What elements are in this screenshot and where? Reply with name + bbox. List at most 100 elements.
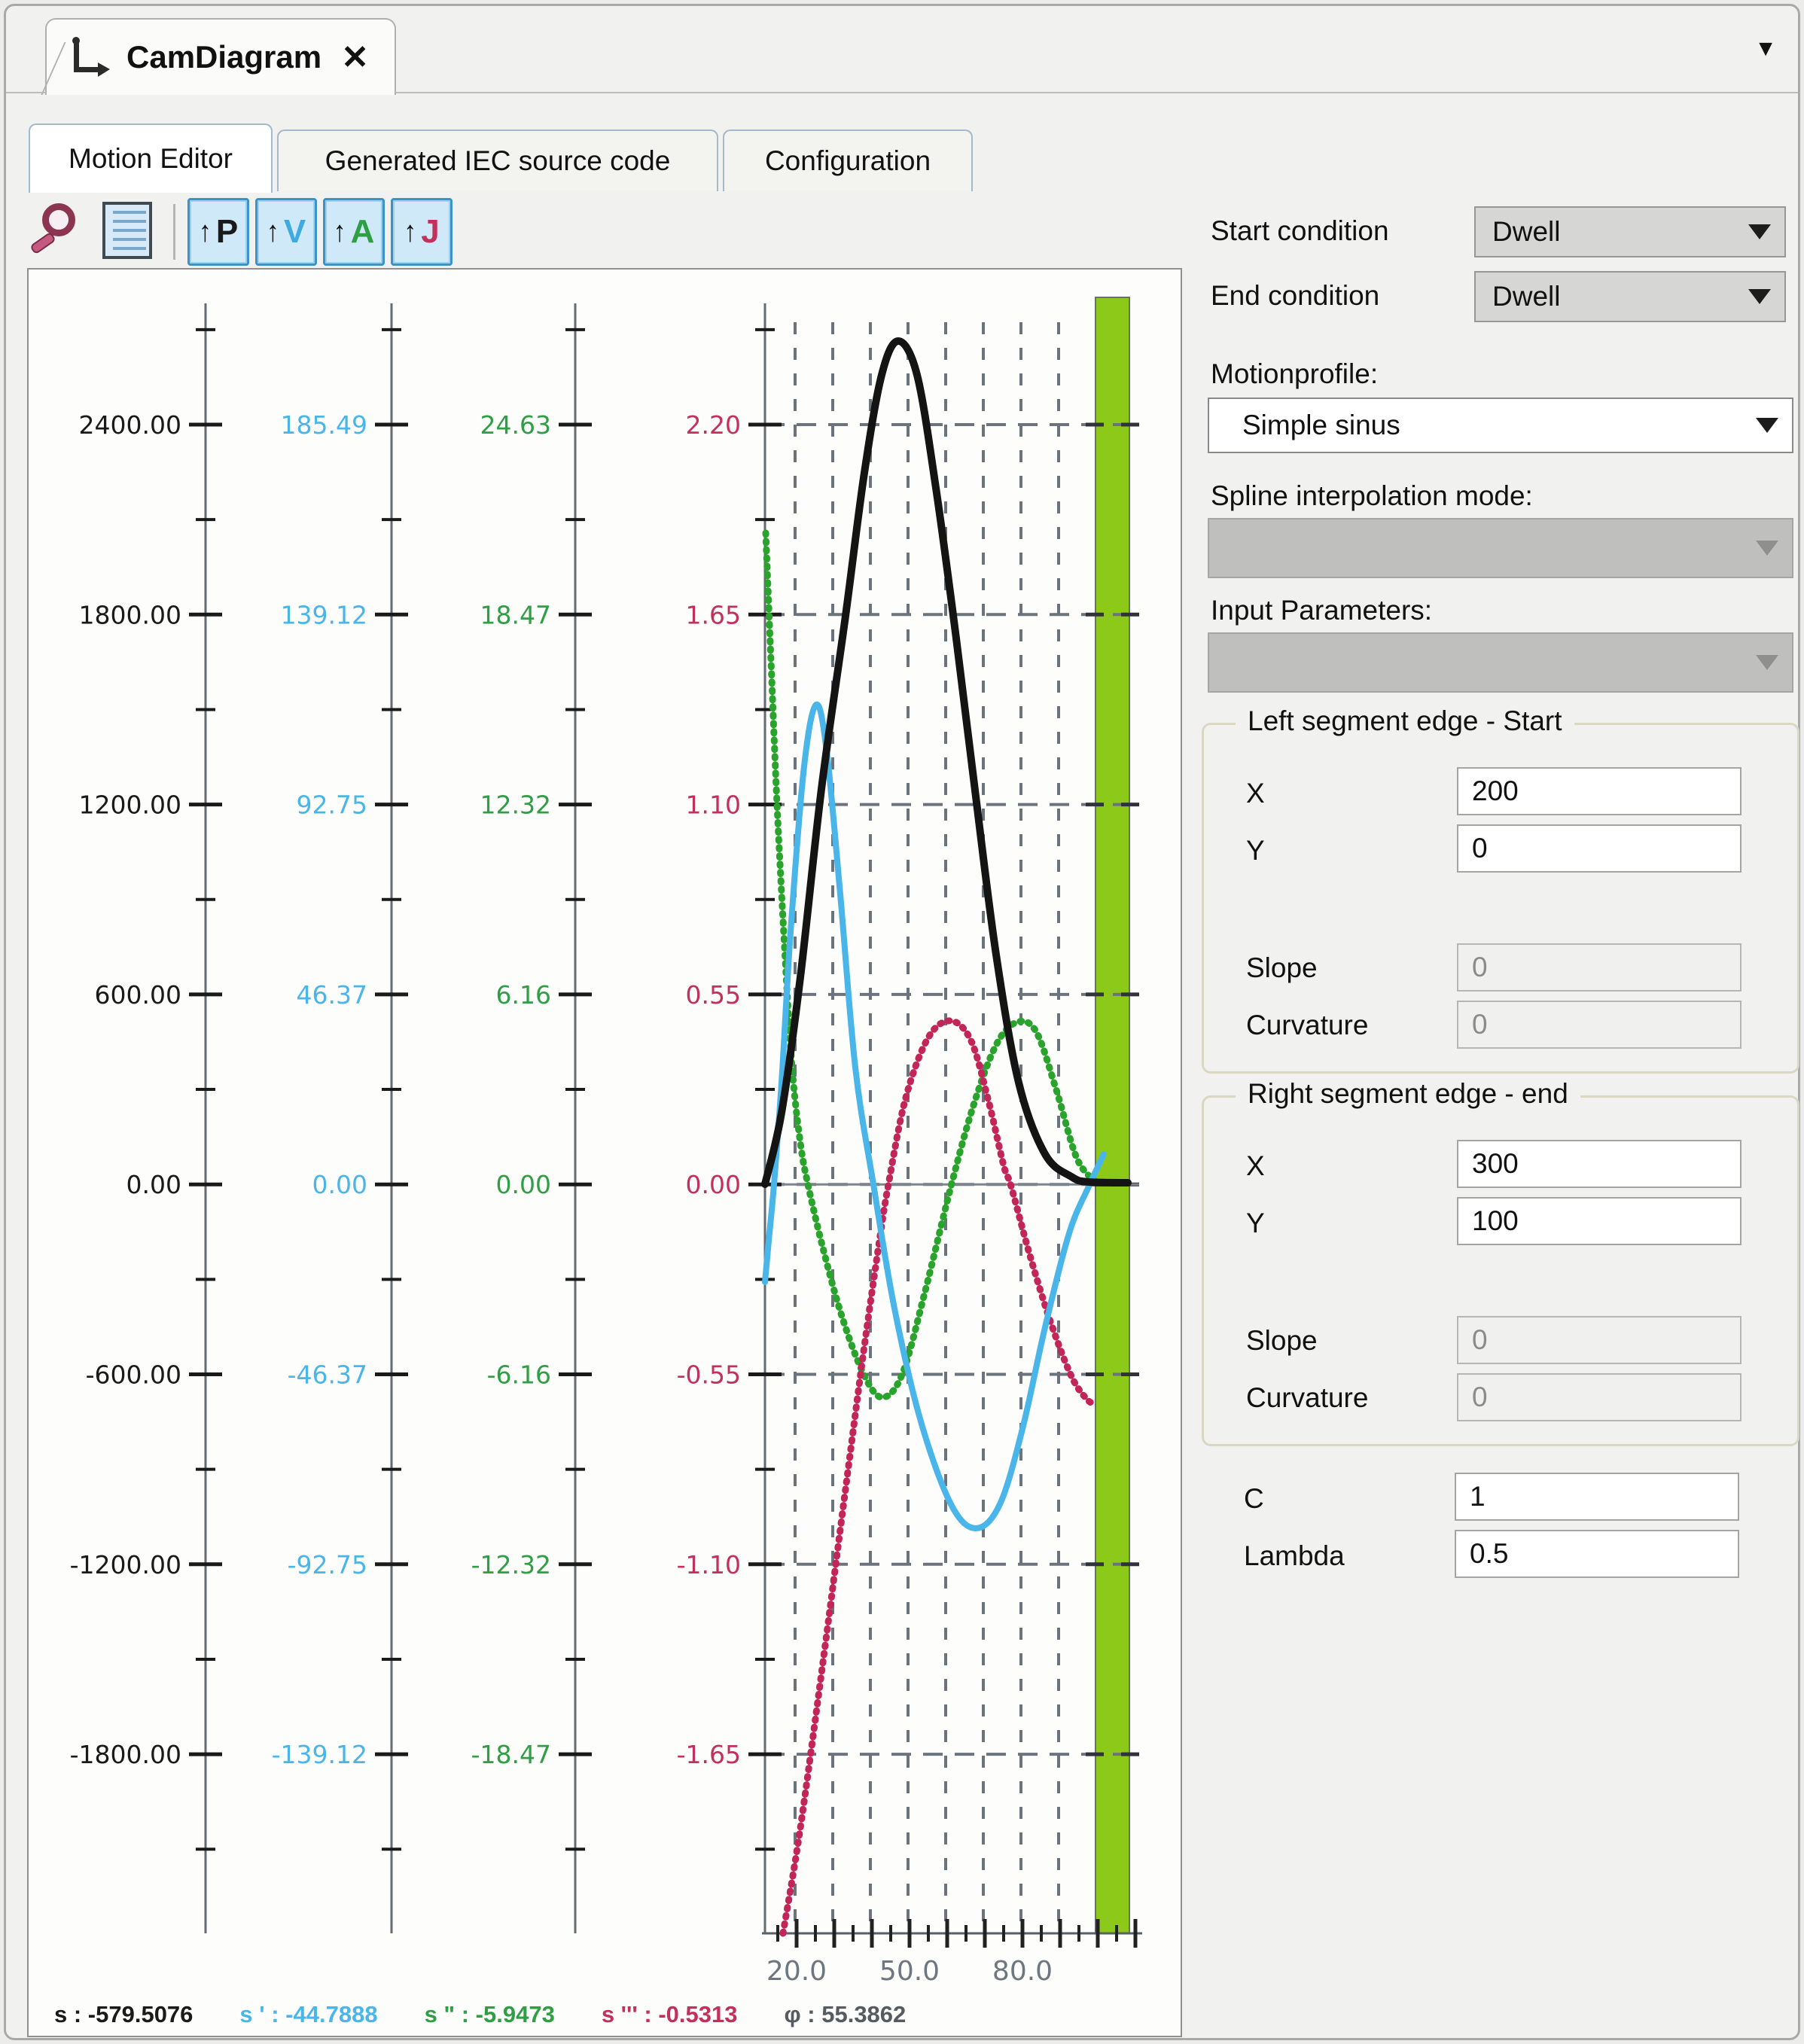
motionprofile-label: Motionprofile: bbox=[1211, 358, 1379, 389]
chevron-down-icon bbox=[1748, 289, 1771, 304]
curve-letter: V bbox=[283, 213, 306, 250]
chevron-down-icon bbox=[1756, 655, 1778, 670]
left-segment-edge-title: Left segment edge - Start bbox=[1236, 705, 1574, 737]
axis-tick-label-jerk: 2.20 bbox=[686, 410, 741, 440]
end-condition-label: End condition bbox=[1211, 280, 1380, 311]
end-condition-value: Dwell bbox=[1492, 281, 1561, 312]
status-: φ : 55.3862 bbox=[784, 2001, 907, 2027]
up-arrow-icon: ↑ bbox=[333, 215, 346, 248]
slope-label: Slope bbox=[1246, 1325, 1318, 1356]
tab-motion-editor[interactable]: Motion Editor bbox=[29, 123, 273, 193]
motionprofile-value: Simple sinus bbox=[1242, 410, 1400, 440]
start-condition-label: Start condition bbox=[1211, 215, 1389, 246]
toggle-position-curve-button[interactable]: ↑ P bbox=[187, 198, 249, 266]
curve-jerk bbox=[779, 1017, 1099, 1937]
chevron-down-icon bbox=[1756, 541, 1778, 556]
tab-label: Motion Editor bbox=[69, 143, 233, 174]
axis-tick-label-jerk: -1.10 bbox=[677, 1550, 741, 1579]
axis-tick-label-acceleration: 18.47 bbox=[480, 600, 551, 629]
y-label: Y bbox=[1246, 1208, 1265, 1238]
cursor-status-bar: s : -579.5076 s ' : -44.7888 s " : -5.9473… bbox=[54, 2001, 952, 2028]
right-x-field[interactable] bbox=[1457, 1140, 1742, 1188]
slope-label: Slope bbox=[1246, 952, 1318, 983]
left-x-field[interactable] bbox=[1457, 767, 1742, 815]
input-parameters-select bbox=[1208, 632, 1793, 693]
axis-tick-label-jerk: 1.65 bbox=[686, 600, 741, 629]
close-icon[interactable]: ✕ bbox=[341, 38, 369, 76]
toggle-jerk-curve-button[interactable]: ↑ J bbox=[391, 198, 453, 266]
zoom-tool-button[interactable] bbox=[29, 199, 93, 265]
status-s: s : -579.5076 bbox=[54, 2001, 194, 2027]
axis-tick-label-position: 1800.00 bbox=[79, 600, 181, 629]
end-condition-select[interactable]: Dwell bbox=[1474, 271, 1786, 322]
curvature-label: Curvature bbox=[1246, 1382, 1369, 1413]
chevron-down-icon bbox=[1748, 224, 1771, 239]
lambda-label: Lambda bbox=[1244, 1540, 1345, 1571]
axis-tick-label-velocity: 139.12 bbox=[281, 600, 367, 629]
axis-tick-label-acceleration: -18.47 bbox=[471, 1740, 551, 1769]
axis-tick-label-velocity: -46.37 bbox=[288, 1360, 367, 1390]
right-slope-field bbox=[1457, 1316, 1742, 1364]
axis-tick-label-velocity: 46.37 bbox=[297, 980, 367, 1010]
axis-tick-label-jerk: 0.55 bbox=[686, 980, 741, 1010]
axis-tick-label-jerk: 0.00 bbox=[686, 1170, 741, 1199]
axis-tick-label-acceleration: -12.32 bbox=[471, 1550, 551, 1579]
camdiagram-window: CamDiagram ✕ ▼ Motion Editor Generated I… bbox=[4, 4, 1800, 2040]
up-arrow-icon: ↑ bbox=[266, 215, 279, 248]
axis-tick-label-jerk: 1.10 bbox=[686, 790, 741, 820]
doc-tab-title: CamDiagram bbox=[126, 39, 322, 75]
axis-tick-label-acceleration: 24.63 bbox=[480, 410, 551, 440]
axis-tick-label-acceleration: 6.16 bbox=[496, 980, 551, 1010]
left-segment-edge-group: Left segment edge - Start X Y Slope Curv… bbox=[1202, 705, 1799, 1074]
spline-mode-select bbox=[1208, 518, 1793, 578]
status-s: s ' : -44.7888 bbox=[239, 2001, 378, 2027]
x-axis-tick-label: 50.0 bbox=[879, 1956, 940, 1987]
curvature-label: Curvature bbox=[1246, 1010, 1369, 1040]
y-label: Y bbox=[1246, 835, 1265, 866]
chart-toolbar: ↑ P ↑ V ↑ A ↑ J bbox=[29, 196, 459, 268]
curve-letter: J bbox=[421, 213, 440, 250]
toggle-velocity-curve-button[interactable]: ↑ V bbox=[255, 198, 317, 266]
axis-tick-label-velocity: 185.49 bbox=[281, 410, 367, 440]
tab-generated-iec-source-code[interactable]: Generated IEC source code bbox=[277, 129, 718, 191]
doc-tab-slant bbox=[9, 42, 66, 95]
magnifier-icon bbox=[42, 203, 75, 236]
tab-configuration[interactable]: Configuration bbox=[723, 129, 973, 191]
status-s: s " : -5.9473 bbox=[424, 2001, 555, 2027]
x-label: X bbox=[1246, 778, 1265, 809]
curve-letter: P bbox=[215, 213, 239, 250]
c-label: C bbox=[1244, 1483, 1264, 1514]
axis-tick-label-jerk: -0.55 bbox=[677, 1360, 741, 1390]
x-label: X bbox=[1246, 1150, 1265, 1181]
magnifier-handle bbox=[29, 231, 56, 255]
doc-tabbar-line bbox=[6, 92, 1798, 93]
curve-letter: A bbox=[350, 213, 375, 250]
start-condition-value: Dwell bbox=[1492, 216, 1561, 247]
right-segment-edge-group: Right segment edge - end X Y Slope Curva… bbox=[1202, 1078, 1799, 1446]
cam-diagram-chart[interactable]: 2400.00 1800.00 1200.00 600.00 0.00 -600.00 -1… bbox=[27, 268, 1182, 2037]
lambda-field[interactable] bbox=[1455, 1530, 1739, 1578]
start-condition-select[interactable]: Dwell bbox=[1474, 206, 1786, 257]
axis-tick-label-velocity: -139.12 bbox=[272, 1740, 367, 1769]
right-curvature-field bbox=[1457, 1373, 1742, 1421]
doc-tab-camdiagram[interactable]: CamDiagram ✕ bbox=[9, 18, 396, 95]
curve-velocity bbox=[762, 701, 1107, 1532]
axis-tick-label-acceleration: -6.16 bbox=[487, 1360, 551, 1390]
axis-tick-label-velocity: 0.00 bbox=[312, 1170, 367, 1199]
curve-acceleration bbox=[762, 529, 1099, 1401]
motionprofile-select[interactable]: Simple sinus bbox=[1208, 398, 1793, 453]
left-y-field[interactable] bbox=[1457, 824, 1742, 873]
toggle-acceleration-curve-button[interactable]: ↑ A bbox=[323, 198, 385, 266]
axis-tick-label-position: -1800.00 bbox=[70, 1740, 181, 1769]
table-view-button[interactable] bbox=[98, 199, 163, 265]
toolbar-separator bbox=[173, 204, 175, 260]
axis-tick-label-position: -600.00 bbox=[86, 1360, 181, 1390]
chevron-down-icon bbox=[1756, 418, 1778, 433]
c-field[interactable] bbox=[1455, 1473, 1739, 1521]
notebook-icon bbox=[102, 202, 152, 259]
chevron-down-icon[interactable]: ▼ bbox=[1754, 36, 1777, 61]
axis-tick-label-position: 0.00 bbox=[126, 1170, 181, 1199]
right-y-field[interactable] bbox=[1457, 1197, 1742, 1245]
axis-tick-label-position: 600.00 bbox=[95, 980, 181, 1010]
left-curvature-field bbox=[1457, 1001, 1742, 1049]
